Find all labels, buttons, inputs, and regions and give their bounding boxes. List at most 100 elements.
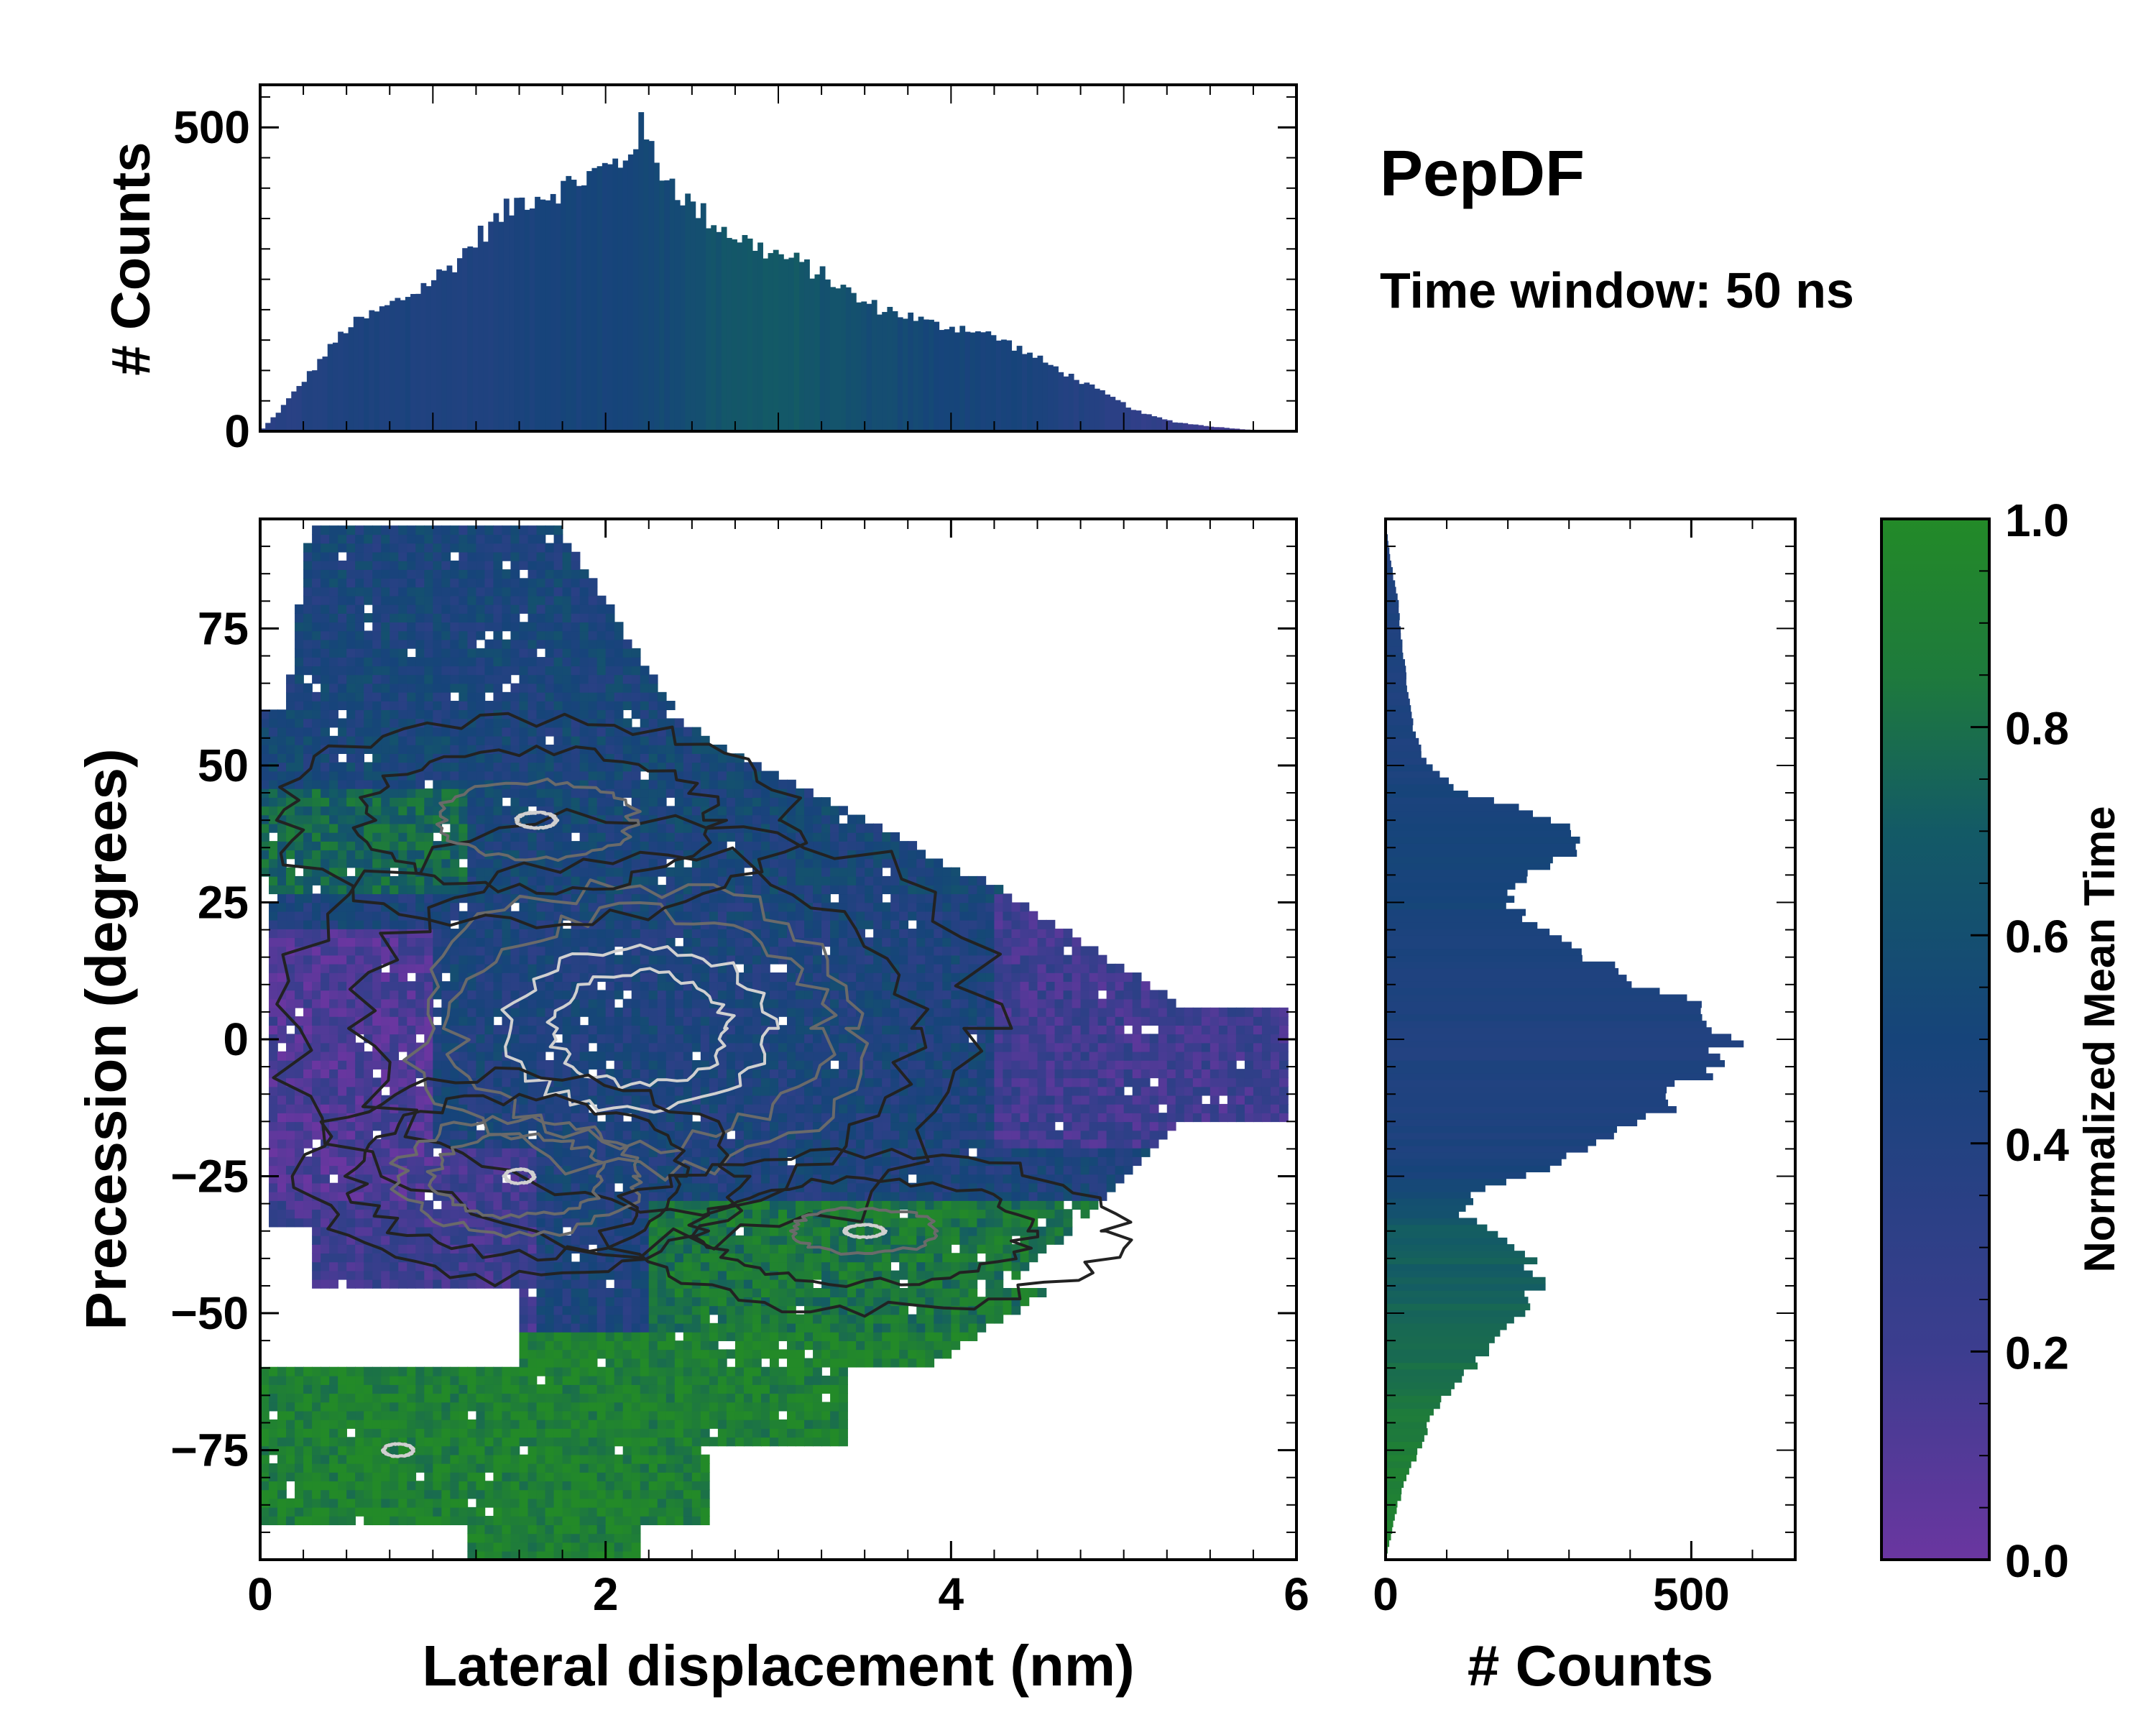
- top-histogram-bar: [809, 278, 816, 431]
- heatmap-cell: [459, 1437, 469, 1447]
- heatmap-cell: [286, 1428, 295, 1438]
- heatmap-cell: [484, 1402, 494, 1412]
- heatmap-cell: [321, 604, 330, 614]
- heatmap-cell: [372, 1445, 382, 1455]
- heatmap-cell: [596, 701, 607, 711]
- heatmap-cell: [467, 1472, 477, 1482]
- heatmap-cell: [657, 1393, 667, 1403]
- heatmap-cell: [528, 1454, 538, 1464]
- heatmap-cell: [424, 560, 434, 570]
- heatmap-cell: [364, 1174, 374, 1184]
- heatmap-cell: [269, 735, 278, 745]
- heatmap-cell: [286, 893, 295, 903]
- heatmap-cell: [631, 1244, 641, 1254]
- heatmap-cell: [614, 1270, 624, 1280]
- heatmap-cell: [614, 1314, 624, 1324]
- heatmap-cell: [588, 1253, 598, 1263]
- heatmap-cell: [329, 893, 338, 903]
- heatmap-cell: [476, 1174, 486, 1184]
- heatmap-cell: [640, 1042, 650, 1052]
- heatmap-cell: [355, 1506, 364, 1517]
- heatmap-cell: [640, 902, 650, 912]
- heatmap-cell: [579, 1331, 589, 1341]
- heatmap-cell: [260, 718, 270, 728]
- heatmap-cell: [605, 735, 615, 745]
- heatmap-cell: [329, 1016, 338, 1026]
- heatmap-cell: [372, 1016, 382, 1026]
- heatmap-cell: [338, 823, 347, 833]
- heatmap-cell: [407, 954, 417, 965]
- heatmap-cell: [648, 1445, 658, 1455]
- heatmap-cell: [614, 990, 624, 1000]
- heatmap-cell: [605, 1349, 615, 1359]
- heatmap-cell: [424, 744, 434, 754]
- heatmap-cell: [441, 1463, 451, 1473]
- heatmap-cell: [502, 806, 512, 816]
- heatmap-cell: [277, 762, 287, 772]
- heatmap-cell: [614, 1550, 624, 1560]
- heatmap-cell: [459, 946, 469, 956]
- heatmap-cell: [321, 1235, 330, 1245]
- heatmap-cell: [355, 1463, 364, 1473]
- heatmap-cell: [433, 779, 443, 789]
- heatmap-cell: [441, 639, 451, 649]
- heatmap-cell: [338, 1200, 347, 1210]
- heatmap-cell: [631, 946, 641, 956]
- heatmap-cell: [502, 788, 512, 798]
- heatmap-cell: [372, 832, 382, 842]
- heatmap-cell: [295, 622, 304, 632]
- heatmap-cell: [269, 954, 278, 965]
- heatmap-cell: [269, 1209, 278, 1219]
- heatmap-cell: [415, 1165, 425, 1175]
- heatmap-cell: [622, 893, 632, 903]
- heatmap-cell: [579, 1042, 589, 1052]
- heatmap-cell: [329, 1419, 338, 1429]
- heatmap-cell: [648, 823, 658, 833]
- heatmap-cell: [398, 814, 408, 824]
- heatmap-cell: [553, 1279, 563, 1289]
- heatmap-cell: [338, 814, 347, 824]
- heatmap-cell: [329, 630, 338, 640]
- heatmap-cell: [312, 1244, 321, 1254]
- heatmap-cell: [338, 1402, 347, 1412]
- heatmap-cell: [450, 1481, 460, 1491]
- heatmap-cell: [648, 1481, 658, 1491]
- heatmap-cell: [295, 1384, 304, 1394]
- heatmap-cell: [605, 648, 615, 658]
- heatmap-cell: [303, 919, 313, 929]
- top-histogram-bar: [312, 370, 318, 431]
- heatmap-cell: [605, 727, 615, 737]
- heatmap-cell: [390, 525, 400, 535]
- heatmap-cell: [286, 1393, 295, 1403]
- heatmap-cell: [493, 1244, 503, 1254]
- heatmap-cell: [596, 1025, 607, 1035]
- heatmap-cell: [441, 674, 451, 684]
- heatmap-cell: [622, 1007, 632, 1017]
- heatmap-cell: [441, 867, 451, 877]
- heatmap-cell: [372, 1498, 382, 1508]
- heatmap-cell: [355, 919, 364, 929]
- heatmap-cell: [493, 990, 503, 1000]
- heatmap-cell: [510, 1077, 520, 1087]
- heatmap-cell: [657, 1279, 667, 1289]
- heatmap-cell: [372, 1270, 382, 1280]
- top-histogram-bar: [550, 193, 556, 431]
- heatmap-cell: [312, 709, 321, 719]
- heatmap-cell: [519, 1279, 529, 1289]
- heatmap-cell: [329, 946, 338, 956]
- heatmap-cell: [631, 1261, 641, 1271]
- heatmap-cell: [286, 1375, 295, 1385]
- heatmap-cell: [588, 1542, 598, 1552]
- heatmap-cell: [321, 1244, 330, 1254]
- heatmap-cell: [364, 718, 374, 728]
- heatmap-cell: [510, 1393, 520, 1403]
- heatmap-cell: [286, 1121, 295, 1131]
- heatmap-cell: [622, 981, 632, 991]
- heatmap-cell: [622, 1051, 632, 1061]
- heatmap-cell: [269, 1130, 278, 1140]
- heatmap-cell: [441, 990, 451, 1000]
- heatmap-cell: [321, 1428, 330, 1438]
- heatmap-cell: [321, 1103, 330, 1113]
- heatmap-cell: [303, 1121, 313, 1131]
- heatmap-cell: [441, 595, 451, 605]
